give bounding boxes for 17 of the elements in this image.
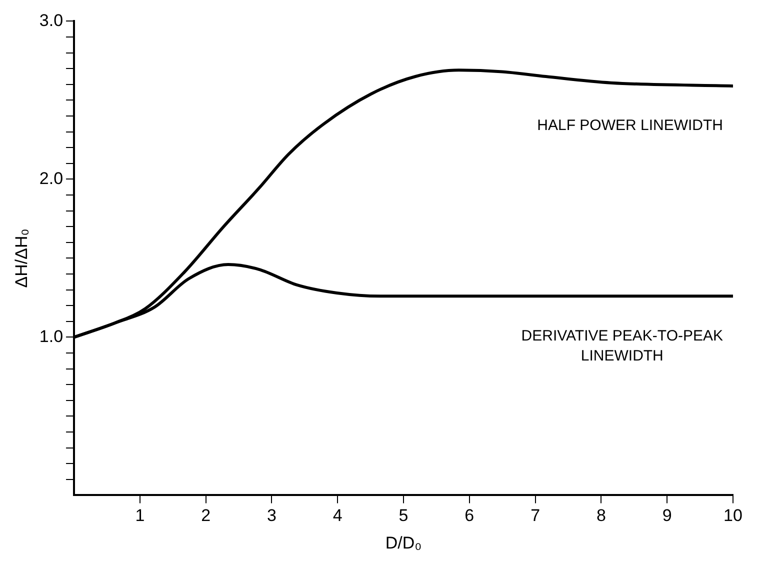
text: DERIVATIVE PEAK-TO-PEAK LINEWIDTH <box>521 327 723 364</box>
x-tick-label: 7 <box>530 506 540 526</box>
y-tick-label: 3.0 <box>39 10 64 30</box>
x-tick-label: 4 <box>332 506 342 526</box>
text: HALF POWER LINEWIDTH <box>537 117 724 134</box>
x-tick-label: 9 <box>662 506 672 526</box>
y-tick-label: 2.0 <box>39 168 64 188</box>
x-tick-label: 8 <box>596 506 606 526</box>
y-axis-title: ΔH/ΔH₀ <box>12 228 31 288</box>
x-tick-label: 3 <box>266 506 276 526</box>
x-tick-label: 1 <box>135 506 145 526</box>
x-tick-label: 6 <box>464 506 474 526</box>
x-tick-label: 5 <box>398 506 408 526</box>
x-tick-label: 10 <box>724 506 742 526</box>
y-tick-label: 1.0 <box>39 326 64 346</box>
x-axis-title: D/D₀ <box>385 533 422 552</box>
x-tick-label: 2 <box>201 506 211 526</box>
